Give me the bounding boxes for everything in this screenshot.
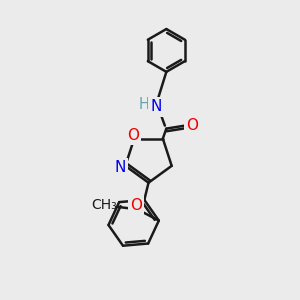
Text: O: O: [127, 128, 139, 143]
Text: CH₃: CH₃: [91, 198, 117, 212]
Text: N: N: [150, 99, 162, 114]
Text: O: O: [186, 118, 198, 133]
Text: N: N: [114, 160, 126, 175]
Text: O: O: [130, 198, 142, 213]
Text: H: H: [139, 97, 149, 112]
